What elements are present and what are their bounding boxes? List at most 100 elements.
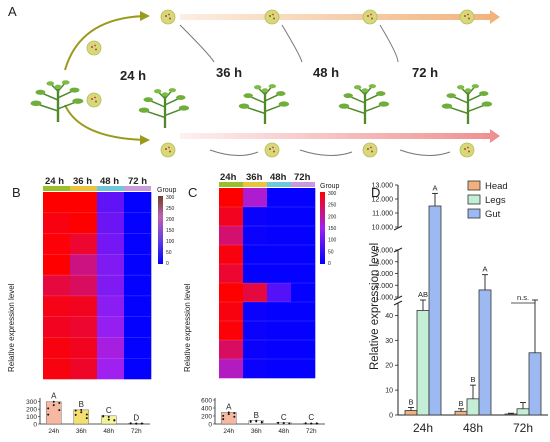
bar-b-xtick-1: 24h: [48, 428, 59, 435]
panel-b-ylabel: Relative expression level: [7, 283, 16, 372]
heatmap-b-col-1: 24 h: [45, 176, 64, 187]
legend-c-tick-6: 50: [328, 249, 334, 255]
d-legend-label-legs: Legs: [485, 195, 506, 206]
heatmap-b-cell-r9-c4: [124, 358, 152, 380]
heatmap-b-cell-r5-c3: [97, 275, 125, 297]
heatmap-b-cell-r6-c4: [124, 295, 152, 317]
heatmap-b-cell-r9-c3: [97, 358, 125, 380]
panel-a: A: [8, 4, 500, 158]
d-ytick-lower-3: 20: [385, 363, 393, 370]
panel-d: D Relative expression level 13.000 12.000…: [369, 180, 548, 435]
heatmap-c-cell-r4-c2: [243, 245, 268, 265]
d-ytick-upper-4: 10.000: [372, 225, 394, 232]
heatmap-c-cell-r9-c4: [291, 340, 316, 360]
heatmap-b-col-2: 36 h: [73, 176, 92, 187]
time-label-72h: 72 h: [412, 65, 438, 80]
d-legend-label-head: Head: [485, 181, 508, 192]
heatmap-c-cell-r4-c3: [267, 245, 292, 265]
time-label-48h: 48 h: [313, 65, 339, 80]
d-ytick-lower-4: 10: [385, 388, 393, 395]
heatmap-c-cell-r6-c1: [219, 283, 244, 303]
heatmap-c-cell-r5-c3: [267, 264, 292, 284]
d-bar-72h-gut: [528, 352, 542, 416]
bar-b-ytick-1: 300: [26, 399, 37, 406]
heatmap-b-cell-r2-c1: [43, 212, 71, 234]
d-bar-48h-legs: [466, 398, 480, 416]
heatmap-c-cell-r9-c3: [267, 340, 292, 360]
legend-c-title: Group: [320, 183, 340, 190]
heatmap-b-cell-r5-c2: [70, 275, 98, 297]
heatmap-c-col-1: 24h: [220, 172, 237, 183]
heatmap-b-cell-r6-c1: [43, 295, 71, 317]
heatmap-c-cell-r8-c1: [219, 321, 244, 341]
d-ytick-upper-2: 12.000: [372, 197, 394, 204]
heatmap-b-cell-r3-c3: [97, 233, 125, 255]
d-ytick-mid-2: 4.000: [375, 259, 393, 266]
d-bar-72h-head: [504, 413, 518, 416]
legend-b-tick-3: 200: [166, 217, 175, 223]
d-xtick-3: 72h: [513, 421, 533, 435]
larva-dish-source-1: [86, 40, 102, 56]
legend-b-tick-7: 0: [166, 261, 169, 267]
d-ytick-mid-5: 1.000: [375, 295, 393, 302]
heatmap-b-cell-r4-c4: [124, 254, 152, 276]
heatmap-b-cell-r9-c1: [43, 358, 71, 380]
heatmap-c-cell-r6-c3: [267, 283, 292, 303]
panel-c-letter: C: [188, 185, 197, 200]
bar-b-xtick-2: 36h: [76, 428, 87, 435]
heatmap-b-cell-r7-c2: [70, 316, 98, 338]
heatmap-c-cell-r9-c2: [243, 340, 268, 360]
d-ytick-lower-5: 0: [389, 413, 393, 420]
heatmap-b-col-3: 48 h: [100, 176, 119, 187]
bar-b-xtick-4: 72h: [131, 428, 142, 435]
bar-c-ytick-3: 200: [201, 414, 212, 421]
bar-c-xtick-2: 36h: [251, 428, 262, 435]
bar-b-xtick-3: 48h: [103, 428, 114, 435]
larva-dish-bottom-1: [160, 142, 176, 158]
heatmap-b-cell-r1-c2: [70, 192, 98, 214]
heatmap-c-cell-r10-c1: [219, 359, 244, 379]
heatmap-b-cell-r8-c4: [124, 337, 152, 359]
legend-b-tick-1: 300: [166, 195, 175, 201]
heatmap-b: [43, 192, 152, 380]
heatmap-b-cell-r7-c1: [43, 316, 71, 338]
larva-dish-source-2: [86, 92, 102, 108]
d-bar-48h-head: [454, 410, 468, 416]
heatmap-b-cell-r2-c4: [124, 212, 152, 234]
panel-d-ylabel: Relative expression level: [369, 243, 381, 370]
heatmap-c-cell-r10-c4: [291, 359, 316, 379]
heatmap-c-cell-r3-c4: [291, 226, 316, 246]
d-sig-letter-48h-head: B: [458, 399, 463, 408]
heatmap-b-cell-r2-c2: [70, 212, 98, 234]
d-sig-letter-48h-legs: B: [470, 375, 475, 384]
heatmap-b-cell-r7-c3: [97, 316, 125, 338]
heatmap-b-cell-r8-c3: [97, 337, 125, 359]
d-legend-swatch-gut: [467, 208, 481, 219]
d-bar-72h-legs: [516, 408, 530, 416]
legend-c-ticks: 300 250 200 150 100 50 0: [328, 191, 337, 267]
d-ytick-mid-3: 3.000: [375, 271, 393, 278]
heatmap-b-cell-r6-c2: [70, 295, 98, 317]
heatmap-b-cell-r6-c3: [97, 295, 125, 317]
source-plant: [29, 78, 85, 124]
d-xtick-1: 24h: [413, 421, 433, 435]
heatmap-c-col-4: 72h: [294, 172, 311, 183]
heatmap-b-cell-r4-c1: [43, 254, 71, 276]
larva-dish-bottom-2: [264, 142, 280, 158]
heatmap-c-cell-r3-c3: [267, 226, 292, 246]
heatmap-b-cell-r5-c4: [124, 275, 152, 297]
heatmap-c-cell-r10-c3: [267, 359, 292, 379]
heatmap-c-cell-r8-c2: [243, 321, 268, 341]
heatmap-c-cell-r1-c4: [291, 188, 316, 208]
bar-b-sig-letter-3: C: [106, 406, 112, 415]
d-legend-swatch-head: [467, 180, 481, 191]
d-sig-letter-48h-gut: A: [482, 265, 487, 274]
legend-c-tick-1: 300: [328, 191, 337, 197]
heatmap-b-cell-r1-c3: [97, 192, 125, 214]
heatmap-c-cell-r6-c2: [243, 283, 268, 303]
d-xtick-2: 48h: [463, 421, 483, 435]
legend-b-ticks: 300 250 200 150 100 50 0: [166, 195, 175, 267]
larva-dish-top-2: [264, 9, 280, 25]
